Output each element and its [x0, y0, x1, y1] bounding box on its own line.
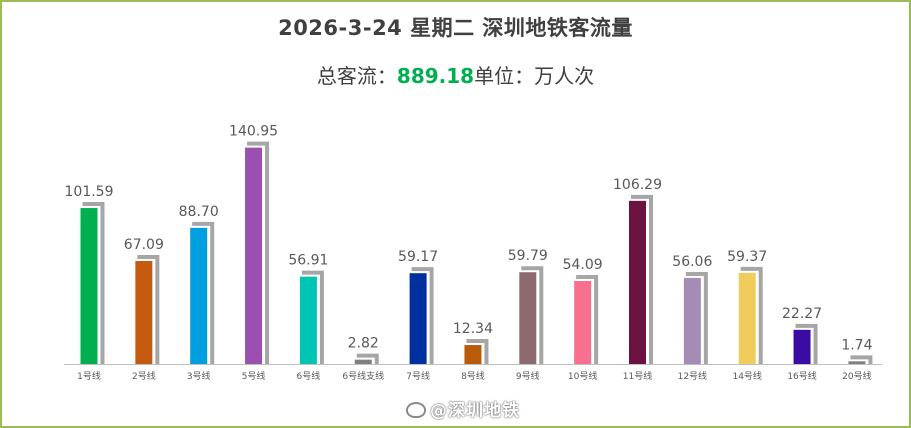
- watermark-text: @深圳地铁: [430, 401, 520, 421]
- bar-shadow: [82, 202, 105, 364]
- bar-shadow: [137, 255, 160, 364]
- data-label: 12.34: [453, 321, 493, 337]
- data-label: 54.09: [563, 257, 603, 273]
- bar-shadow: [795, 323, 818, 364]
- bar-shadow: [631, 194, 653, 364]
- category-label: 3号线: [187, 370, 211, 382]
- bar-shadow: [576, 274, 599, 364]
- data-label: 56.91: [288, 253, 328, 269]
- data-label: 2.82: [348, 336, 379, 352]
- category-label: 10号线: [568, 370, 597, 382]
- data-label: 59.37: [727, 249, 767, 265]
- data-label: 1.74: [841, 337, 872, 353]
- bar: [574, 280, 592, 364]
- category-label: 6号线: [297, 370, 321, 382]
- category-label: 11号线: [623, 370, 652, 382]
- bar: [629, 200, 646, 364]
- bar: [354, 359, 372, 364]
- category-label: 8号线: [461, 370, 485, 382]
- bar-shadow: [466, 339, 489, 364]
- category-label: 6号线支线: [342, 370, 384, 382]
- bar-shadow: [740, 266, 763, 364]
- unit-label: 单位：万人次: [474, 64, 595, 88]
- bar: [299, 276, 317, 364]
- bar-shadow: [192, 221, 215, 364]
- bar: [793, 329, 811, 364]
- bar: [245, 147, 263, 364]
- data-label: 67.09: [124, 237, 164, 253]
- data-label: 106.29: [613, 177, 662, 193]
- category-label: 7号线: [406, 370, 430, 382]
- bar: [738, 272, 756, 364]
- data-label: 140.95: [229, 124, 278, 140]
- bar: [519, 272, 537, 364]
- watermark: @深圳地铁: [406, 396, 520, 421]
- total-prefix: 总客流：: [316, 64, 397, 88]
- weibo-icon: [406, 402, 426, 418]
- chart-title: 2026-3-24 星期二 深圳地铁客流量: [278, 16, 633, 40]
- data-label: 88.70: [179, 204, 219, 220]
- category-label: 9号线: [516, 370, 540, 382]
- category-label: 5号线: [242, 370, 266, 382]
- bar: [409, 273, 427, 364]
- bar-shadow: [411, 267, 434, 364]
- category-label: 1号线: [77, 370, 101, 382]
- bar: [80, 208, 98, 364]
- bar-shadow: [850, 355, 873, 364]
- data-label: 59.17: [398, 249, 438, 265]
- bar-shadow: [301, 270, 324, 364]
- category-label: 16号线: [787, 370, 816, 382]
- bar: [135, 261, 153, 364]
- category-label: 20号线: [842, 370, 871, 382]
- chart-subtitle: 总客流：889.18单位：万人次: [2, 60, 909, 89]
- bar: [190, 227, 208, 364]
- bar-shadow: [356, 353, 379, 364]
- bar-shadow: [247, 141, 270, 364]
- data-label: 56.06: [672, 254, 712, 270]
- bar-shadow: [521, 266, 544, 364]
- category-label: 14号线: [732, 370, 761, 382]
- data-label: 22.27: [782, 306, 822, 322]
- data-label: 59.79: [508, 248, 548, 264]
- category-label: 2号线: [132, 370, 156, 382]
- bar: [848, 361, 866, 364]
- bar: [464, 345, 482, 364]
- total-value: 889.18: [396, 64, 475, 88]
- bar-shadow: [685, 271, 708, 364]
- data-label: 101.59: [65, 184, 114, 200]
- bar: [683, 277, 701, 364]
- category-label: 12号线: [678, 370, 707, 382]
